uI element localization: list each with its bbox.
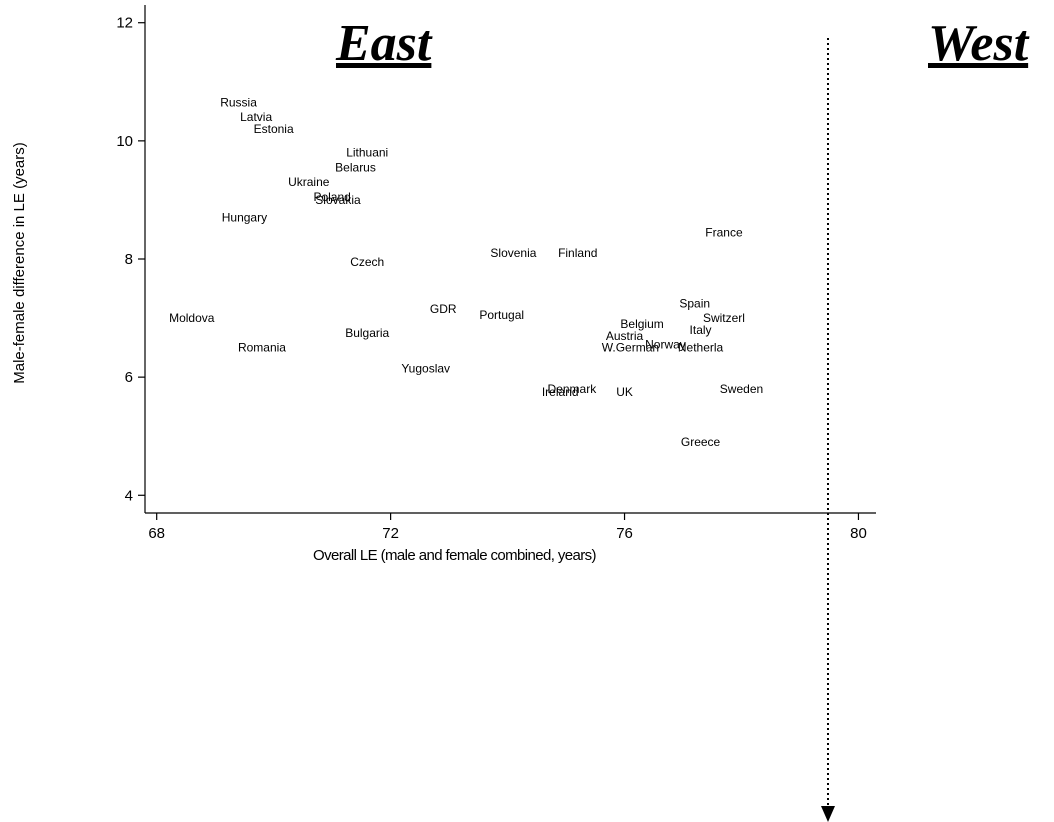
arrow-down-icon — [821, 806, 835, 822]
point-label: Finland — [558, 246, 597, 260]
point-label: Russia — [220, 95, 257, 109]
point-label: Portugal — [479, 308, 524, 322]
point-label: W.German — [602, 341, 659, 355]
point-label: Belgium — [620, 317, 663, 331]
x-axis-label: Overall LE (male and female combined, ye… — [313, 547, 597, 564]
point-label: Czech — [350, 255, 384, 269]
point-label: Moldova — [169, 311, 215, 325]
point-label: Bulgaria — [345, 326, 389, 340]
point-label: Yugoslav — [401, 361, 450, 375]
y-tick-label: 8 — [125, 251, 133, 268]
x-tick-label: 76 — [616, 525, 633, 542]
x-tick-label: 68 — [148, 525, 165, 542]
point-label: Ukraine — [288, 175, 330, 189]
point-label: Austria — [606, 329, 644, 343]
point-label: Italy — [690, 323, 712, 337]
y-tick-label: 12 — [116, 15, 133, 32]
point-label: GDR — [430, 302, 457, 316]
y-tick-label: 10 — [116, 133, 133, 150]
point-label: Hungary — [222, 211, 267, 225]
point-label: Lithuani — [346, 146, 388, 160]
point-label: Greece — [681, 435, 721, 449]
point-label: France — [705, 225, 743, 239]
point-label: Spain — [679, 296, 710, 310]
point-label: Denmark — [548, 382, 598, 396]
point-label: Switzerl — [703, 311, 745, 325]
point-label: Estonia — [254, 122, 294, 136]
point-label: Sweden — [720, 382, 763, 396]
point-label: Belarus — [335, 160, 376, 174]
point-label: Ireland — [542, 385, 579, 399]
point-label: Romania — [238, 341, 286, 355]
point-label: Latvia — [240, 110, 272, 124]
east-heading: East — [336, 15, 432, 72]
x-tick-label: 72 — [382, 525, 399, 542]
y-tick-label: 6 — [125, 369, 133, 386]
point-label: Netherla — [678, 341, 724, 355]
x-tick-label: 80 — [850, 525, 867, 542]
point-label: Norway — [645, 338, 686, 352]
point-label: UK — [616, 385, 633, 399]
y-axis-label: Male-female difference in LE (years) — [11, 142, 28, 384]
west-heading: West — [928, 15, 1029, 72]
point-label: Slovenia — [490, 246, 536, 260]
point-label: Poland — [313, 190, 350, 204]
y-tick-label: 4 — [125, 487, 133, 504]
point-label: Slovakia — [315, 193, 361, 207]
